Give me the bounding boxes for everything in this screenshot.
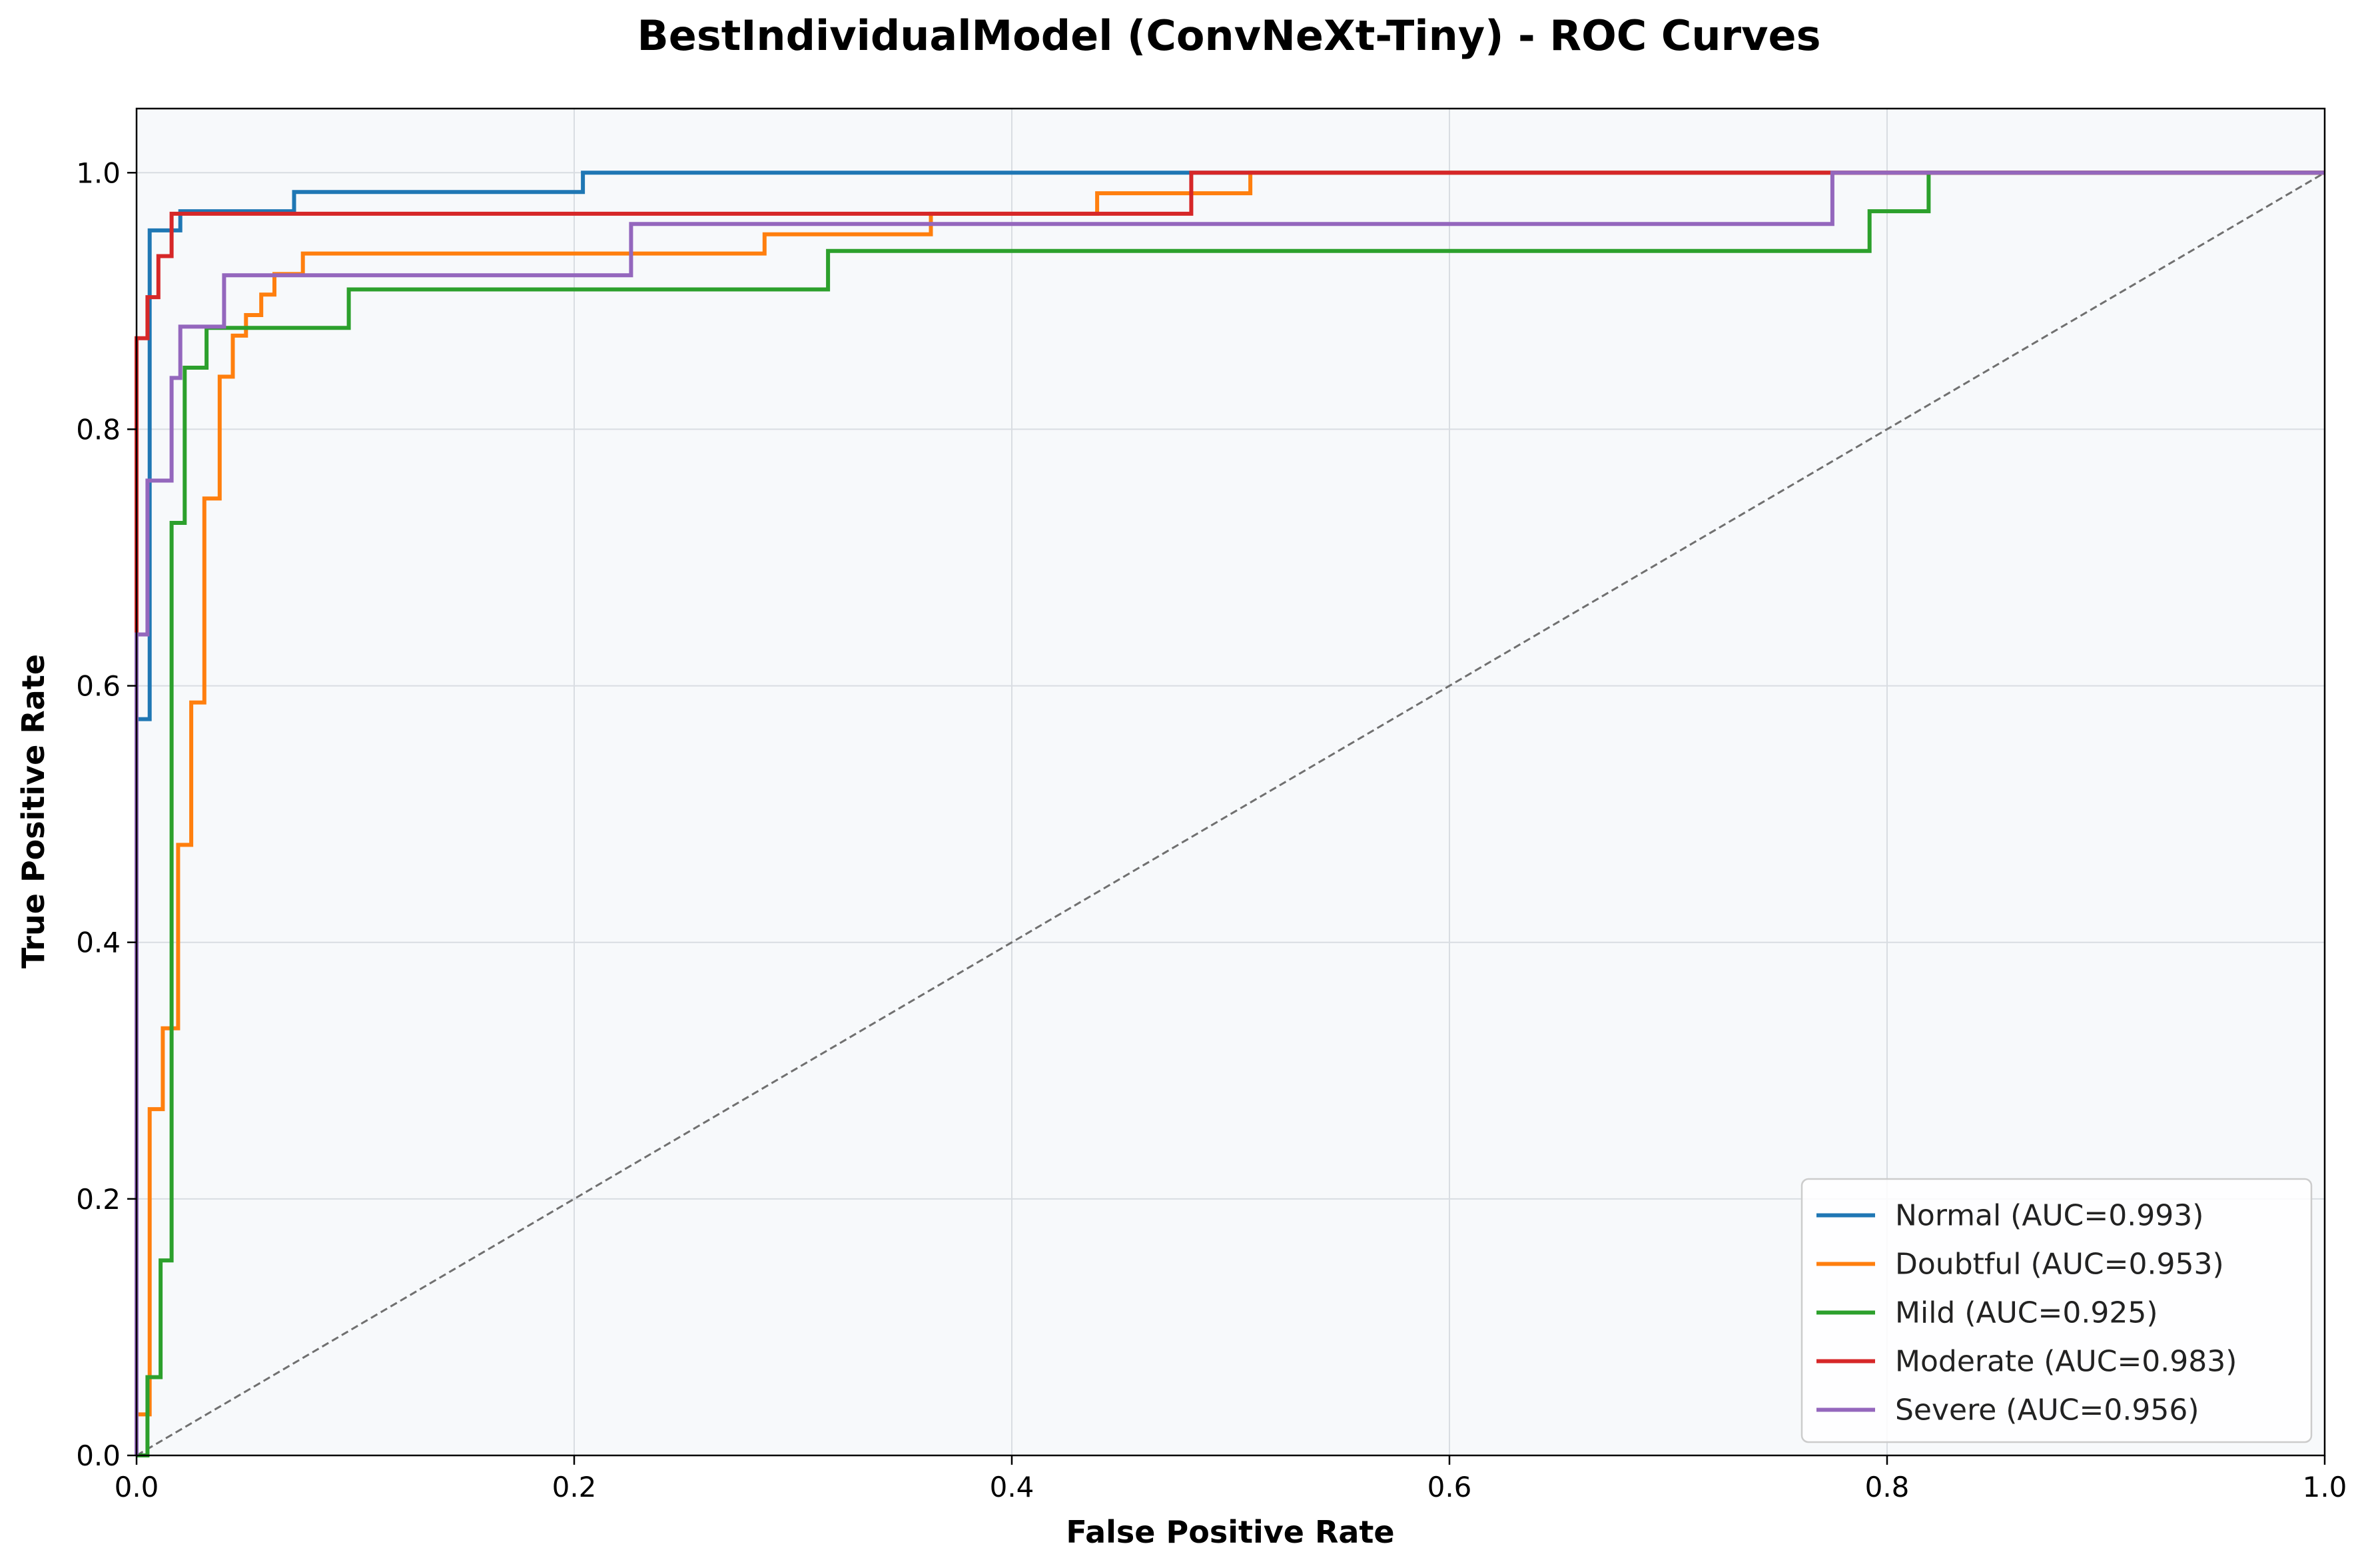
roc-curve-2 [135, 171, 2325, 1455]
roc-curve-1 [135, 171, 2325, 1455]
series-layer [135, 171, 2325, 1457]
y-axis-label: True Positive Rate [15, 654, 51, 969]
y-tick-label: 0.2 [76, 1183, 121, 1216]
x-tick-label: 0.4 [990, 1471, 1034, 1503]
y-tick-label: 0.0 [76, 1439, 121, 1472]
legend-label: Doubtful (AUC=0.953) [1895, 1248, 2224, 1282]
legend-label: Severe (AUC=0.956) [1895, 1393, 2199, 1427]
chance-diagonal [136, 171, 2325, 1457]
legend-label: Mild (AUC=0.925) [1895, 1296, 2158, 1330]
legend-box [1800, 1178, 2313, 1443]
chart-title: BestIndividualModel (ConvNeXt-Tiny) - RO… [637, 11, 1821, 60]
y-tick-label: 0.4 [76, 927, 121, 959]
y-tick-label: 0.8 [76, 413, 121, 446]
roc-curve-4 [135, 171, 2325, 1455]
x-tick-label: 0.8 [1865, 1471, 1910, 1503]
legend-label: Normal (AUC=0.993) [1895, 1199, 2203, 1233]
roc-curve-5 [135, 171, 2325, 1455]
legend-label: Moderate (AUC=0.983) [1895, 1345, 2237, 1379]
y-tick-label: 1.0 [76, 157, 121, 189]
x-tick-label: 0.2 [552, 1471, 597, 1503]
roc-curve-3 [137, 171, 2325, 1457]
x-axis-label: False Positive Rate [1066, 1514, 1394, 1550]
x-tick-label: 0.6 [1427, 1471, 1472, 1503]
x-tick-label: 1.0 [2303, 1471, 2347, 1503]
y-tick-label: 0.6 [76, 670, 121, 703]
x-tick-label: 0.0 [115, 1471, 159, 1503]
legend: Normal (AUC=0.993) Doubtful (AUC=0.953) Mi… [1800, 1178, 2313, 1443]
axis-ticks: 0.0 0.2 0.4 0.6 0.8 1.0 0.0 0.2 0.4 0.6 0.8 1.0 [76, 157, 2347, 1503]
plot-frame [135, 107, 2326, 1457]
